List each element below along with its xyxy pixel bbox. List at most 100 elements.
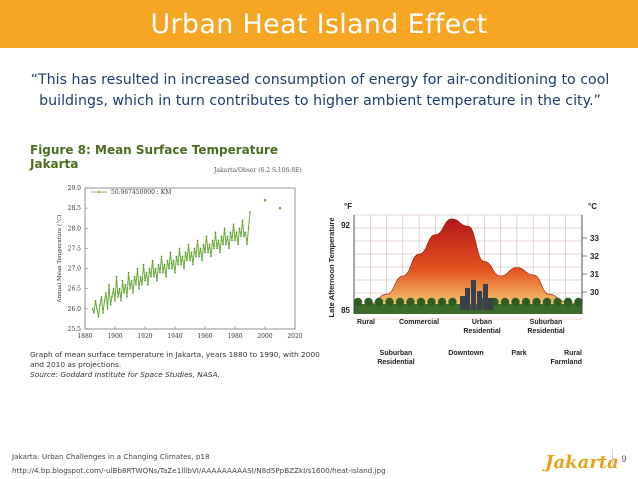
temperature-point bbox=[205, 235, 208, 238]
y-axis-label: Late Afternoon Temperature bbox=[327, 217, 336, 317]
figure-station: Jakarta/Obser (6.2 S.106.8E) bbox=[214, 167, 302, 174]
temperature-point bbox=[114, 300, 116, 302]
temperature-point bbox=[207, 251, 209, 254]
temperature-point bbox=[123, 291, 125, 294]
temperature-point bbox=[175, 255, 178, 258]
temperature-point bbox=[139, 275, 142, 278]
temperature-point bbox=[157, 263, 160, 266]
temperature-point bbox=[235, 231, 238, 234]
temperature-point bbox=[109, 304, 112, 306]
x-tick-label: 1980 bbox=[227, 333, 242, 340]
top-category-label: Residential bbox=[527, 328, 564, 335]
temperature-point bbox=[247, 227, 250, 230]
temperature-point bbox=[132, 291, 134, 294]
temperature-point bbox=[193, 247, 196, 250]
footer-url: http://4.bp.blogspot.com/-ulBb8RTWQNs/Ta… bbox=[12, 466, 386, 475]
temperature-point bbox=[121, 279, 124, 282]
tree-shape bbox=[511, 297, 520, 307]
temperature-point bbox=[184, 251, 187, 254]
temperature-point bbox=[145, 271, 148, 274]
footer-reference: Jakarta: Urban Challenges in a Changing … bbox=[12, 452, 210, 461]
temperature-point bbox=[153, 275, 155, 278]
temperature-point bbox=[178, 247, 181, 250]
temperature-point bbox=[246, 243, 248, 246]
temperature-point bbox=[180, 263, 182, 266]
temperature-point bbox=[126, 295, 128, 298]
temperature-point bbox=[204, 251, 206, 254]
temperature-point bbox=[112, 287, 115, 290]
building-shape bbox=[471, 280, 476, 310]
temperature-point bbox=[196, 239, 199, 242]
right-tick-label: 33 bbox=[590, 234, 599, 243]
temperature-series-line bbox=[92, 212, 251, 317]
temperature-point bbox=[190, 251, 193, 254]
y-axis-label: Annual Mean Temperature (°C) bbox=[56, 215, 63, 304]
temperature-point bbox=[201, 259, 203, 262]
temperature-point bbox=[198, 255, 200, 258]
temperature-point bbox=[192, 263, 194, 266]
temperature-point bbox=[231, 239, 233, 242]
bottom-category-label: Park bbox=[511, 350, 526, 357]
building-shape bbox=[488, 298, 493, 310]
temperature-point bbox=[94, 300, 97, 302]
temperature-point bbox=[222, 243, 224, 246]
temperature-point bbox=[220, 235, 223, 238]
x-tick-label: 1960 bbox=[197, 333, 212, 340]
x-tick-label: 1920 bbox=[137, 333, 152, 340]
temperature-point bbox=[240, 235, 242, 238]
temperature-point bbox=[213, 247, 215, 250]
temperature-point bbox=[129, 287, 131, 290]
tree-shape bbox=[553, 297, 562, 307]
temperature-point bbox=[135, 283, 137, 286]
top-category-label: Suburban bbox=[530, 319, 563, 326]
tree-shape bbox=[574, 297, 583, 307]
temperature-point bbox=[151, 259, 154, 262]
tree-shape bbox=[364, 297, 373, 307]
temperature-point bbox=[102, 312, 104, 314]
tree-shape bbox=[532, 297, 541, 307]
building-shape bbox=[460, 296, 465, 310]
temperature-point bbox=[171, 267, 173, 270]
tree-shape bbox=[374, 297, 384, 307]
temperature-point bbox=[244, 231, 247, 234]
temperature-point bbox=[159, 271, 161, 274]
temperature-point bbox=[108, 283, 110, 286]
temperature-point bbox=[169, 251, 172, 254]
temperature-point bbox=[186, 259, 188, 262]
temperature-point bbox=[214, 231, 217, 234]
y-tick-label: 27.5 bbox=[68, 245, 82, 252]
temperature-point bbox=[93, 312, 95, 314]
temperature-point bbox=[127, 271, 130, 274]
building-shape bbox=[465, 288, 470, 310]
y-tick-label: 25.5 bbox=[68, 326, 82, 333]
temperature-point bbox=[199, 247, 202, 250]
tree-shape bbox=[427, 297, 436, 307]
left-unit-label: °F bbox=[344, 202, 352, 211]
bottom-category-label: Farmland bbox=[550, 359, 582, 366]
temperature-point bbox=[138, 287, 140, 290]
building-shape bbox=[477, 291, 482, 310]
tree-shape bbox=[395, 297, 405, 307]
x-tick-label: 2020 bbox=[287, 333, 302, 340]
temperature-point bbox=[187, 243, 190, 246]
jakarta-logo: Jakarta bbox=[545, 452, 619, 473]
temperature-point bbox=[181, 255, 184, 258]
bottom-category-label: Suburban bbox=[380, 350, 413, 357]
caption-text: Graph of mean surface temperature in Jak… bbox=[30, 350, 320, 369]
temperature-point bbox=[229, 231, 232, 234]
temperature-point bbox=[226, 235, 229, 238]
temperature-point bbox=[144, 279, 146, 282]
caption-source: Source: Goddard Institute for Space Stud… bbox=[30, 370, 220, 379]
temperature-point bbox=[136, 267, 139, 270]
temperature-point bbox=[120, 300, 122, 302]
legend-marker bbox=[98, 191, 100, 194]
temperature-point bbox=[154, 267, 157, 270]
right-tick-label: 30 bbox=[590, 288, 599, 297]
plot-frame bbox=[84, 187, 296, 330]
legend-label: 50.967450000 : KM bbox=[111, 189, 171, 196]
temperature-point bbox=[165, 275, 167, 278]
page-number: 9 bbox=[612, 450, 635, 468]
top-category-label: Residential bbox=[463, 328, 500, 335]
temperature-point bbox=[162, 271, 164, 274]
temperature-point bbox=[223, 227, 226, 230]
